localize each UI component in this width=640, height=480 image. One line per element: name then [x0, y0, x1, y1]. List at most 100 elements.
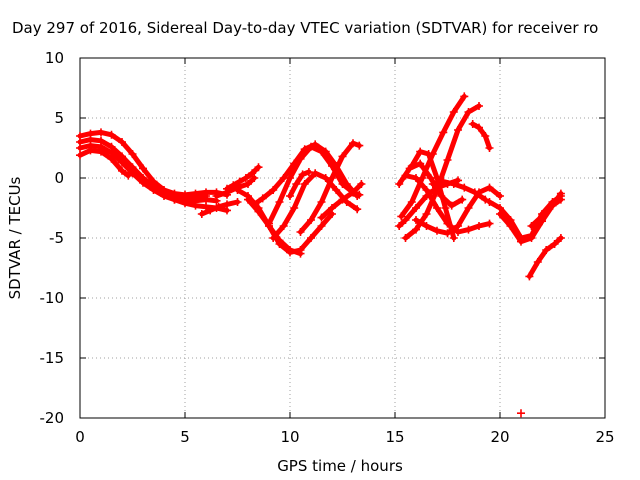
data-point	[475, 102, 483, 110]
data-point	[401, 216, 410, 224]
data-point	[292, 180, 301, 188]
data-series	[76, 92, 565, 418]
data-point	[244, 180, 252, 188]
data-point	[353, 205, 362, 214]
data-point	[443, 156, 452, 164]
data-point	[454, 126, 462, 134]
data-point	[395, 222, 404, 230]
data-point	[139, 178, 147, 187]
data-point	[460, 92, 469, 101]
data-point	[307, 234, 315, 242]
data-point	[254, 163, 263, 172]
axis-ticks	[79, 57, 606, 419]
series-arc-15	[317, 180, 366, 222]
data-point	[470, 188, 479, 197]
data-point	[527, 234, 536, 242]
series-arc-14	[296, 139, 364, 236]
data-point	[311, 169, 320, 178]
series-arc-8	[223, 163, 263, 193]
x-tick-label: 20	[490, 428, 509, 446]
y-tick-label: 5	[54, 109, 64, 127]
data-point	[128, 169, 137, 178]
data-point	[223, 200, 231, 209]
data-point	[481, 195, 490, 204]
data-point	[485, 183, 494, 192]
data-point	[107, 130, 116, 139]
y-tick-label: 0	[54, 169, 64, 187]
series-arc-30	[517, 409, 525, 418]
data-point	[412, 216, 420, 224]
data-point	[447, 201, 456, 210]
data-point	[206, 206, 215, 215]
series-arc-28	[525, 234, 565, 281]
series-arc-4	[76, 146, 133, 180]
data-point	[269, 186, 278, 194]
y-tick-labels: -20 -15 -10 -5 0 5 10	[40, 49, 65, 427]
data-point	[223, 184, 231, 193]
data-point	[191, 201, 200, 210]
x-axis-title: GPS time / hours	[277, 457, 403, 475]
data-point	[124, 171, 133, 180]
series-line-arc-16	[287, 169, 312, 199]
y-tick-label: -15	[40, 349, 65, 367]
data-point	[458, 195, 467, 204]
data-point	[412, 225, 420, 234]
x-tick-label: 15	[385, 428, 404, 446]
data-point	[496, 192, 504, 200]
data-point	[258, 194, 267, 203]
data-point	[481, 132, 490, 140]
data-point	[464, 108, 473, 116]
data-point	[300, 180, 309, 188]
data-point	[517, 409, 525, 418]
data-point	[250, 174, 259, 182]
data-point	[443, 219, 452, 228]
data-point	[212, 192, 221, 200]
data-point	[485, 144, 494, 152]
data-point	[328, 162, 336, 170]
x-tick-label: 10	[280, 428, 299, 446]
chart-title: Day 297 of 2016, Sidereal Day-to-day VTE…	[12, 19, 598, 37]
data-point	[317, 147, 326, 156]
series-arc-29	[527, 189, 565, 230]
data-point	[317, 222, 326, 230]
data-point	[550, 240, 559, 248]
x-tick-label: 5	[180, 428, 190, 446]
y-tick-label: -20	[40, 409, 65, 427]
data-point	[118, 158, 126, 167]
data-point	[76, 151, 84, 160]
data-point	[214, 202, 223, 211]
series-line-arc-18	[403, 103, 482, 241]
data-point	[349, 188, 357, 197]
data-point	[338, 152, 347, 161]
series-line-arc-12	[266, 144, 362, 227]
series-line-arc-29	[529, 191, 564, 229]
series-arc-26	[485, 192, 565, 242]
data-point	[349, 139, 357, 148]
data-point	[307, 216, 315, 224]
data-point	[317, 198, 326, 206]
data-point	[475, 123, 483, 132]
data-point	[296, 228, 305, 236]
data-point	[355, 190, 364, 199]
data-point	[290, 204, 299, 212]
data-point	[496, 210, 504, 218]
series-arc-22	[401, 171, 494, 236]
data-point	[449, 108, 458, 116]
data-point	[233, 198, 242, 206]
data-point	[304, 168, 313, 176]
x-tick-labels: 0 5 10 15 20 25	[75, 428, 614, 446]
data-point	[433, 226, 441, 235]
data-point	[296, 249, 305, 258]
data-point	[355, 141, 364, 150]
data-point	[449, 234, 458, 242]
data-point	[107, 154, 116, 163]
data-point	[449, 180, 458, 188]
data-point	[439, 128, 448, 137]
data-point	[412, 174, 420, 182]
data-point	[401, 171, 410, 180]
data-point	[441, 204, 450, 212]
series-line-arc-25	[470, 121, 492, 151]
data-point	[202, 195, 210, 204]
data-point	[422, 210, 431, 218]
